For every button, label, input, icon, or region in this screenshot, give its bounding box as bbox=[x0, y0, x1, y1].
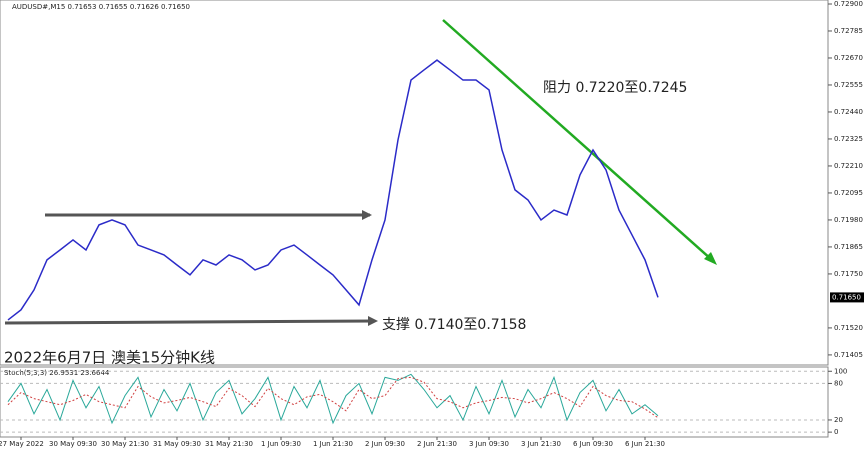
trend-line bbox=[442, 19, 713, 261]
header: AUDUSD#,M15 0.71653 0.71655 0.71626 0.71… bbox=[12, 3, 190, 11]
y-tick-label: 0.71980 bbox=[834, 216, 863, 224]
x-tick-label: 6 Jun 09:30 bbox=[573, 440, 613, 448]
y-tick-label: 0 bbox=[834, 428, 838, 436]
y-tick-label: 20 bbox=[834, 416, 843, 424]
arrow-head bbox=[362, 210, 372, 220]
arrow-head bbox=[368, 316, 378, 326]
arrow-head bbox=[704, 252, 717, 265]
x-tick-label: 31 May 21:30 bbox=[205, 440, 253, 448]
x-tick-label: 30 May 21:30 bbox=[101, 440, 149, 448]
chart-title: 2022年6月7日 澳美15分钟K线 bbox=[4, 349, 215, 367]
x-tick-label: 2 Jun 21:30 bbox=[417, 440, 457, 448]
x-tick-label: 3 Jun 21:30 bbox=[521, 440, 561, 448]
x-tick-label: 30 May 09:30 bbox=[49, 440, 97, 448]
x-tick-label: 1 Jun 09:30 bbox=[261, 440, 301, 448]
y-tick-label: 0.72900 bbox=[834, 0, 863, 8]
x-tick-label: 1 Jun 21:30 bbox=[313, 440, 353, 448]
y-tick-label: 100 bbox=[834, 367, 847, 375]
y-tick-label: 0.71520 bbox=[834, 324, 863, 332]
last-price-box bbox=[830, 292, 864, 303]
y-tick-label: 80 bbox=[834, 379, 843, 387]
y-tick-label: 0.71405 bbox=[834, 351, 863, 359]
y-tick-label: 0.72325 bbox=[834, 135, 863, 143]
price-line bbox=[7, 373, 659, 425]
y-tick-label: 0.72095 bbox=[834, 189, 863, 197]
x-tick-label: 2 Jun 09:30 bbox=[365, 440, 405, 448]
x-tick-label: 6 Jun 21:30 bbox=[625, 440, 665, 448]
y-tick-label: 0.72785 bbox=[834, 27, 863, 35]
price-line bbox=[7, 59, 659, 321]
price-line bbox=[7, 376, 659, 419]
stoch-title: Stoch(5,3,3) 26.9531 23.6644 bbox=[4, 369, 110, 377]
annotation: 支撑 0.7140至0.7158 bbox=[382, 317, 526, 333]
x-tick-label: 3 Jun 09:30 bbox=[469, 440, 509, 448]
main-pane bbox=[0, 0, 829, 366]
last-price-label: 0.71650 bbox=[832, 293, 861, 301]
y-tick-label: 0.72210 bbox=[834, 162, 863, 170]
y-tick-label: 0.71750 bbox=[834, 270, 863, 278]
y-tick-label: 0.72440 bbox=[834, 108, 863, 116]
y-tick-label: 0.72670 bbox=[834, 54, 863, 62]
support-arrow bbox=[4, 319, 376, 325]
x-tick-label: 27 May 2022 bbox=[0, 440, 44, 448]
y-tick-label: 0.71865 bbox=[834, 243, 863, 251]
x-tick-label: 31 May 09:30 bbox=[153, 440, 201, 448]
annotation: 阻力 0.7220至0.7245 bbox=[543, 80, 687, 96]
y-tick-label: 0.72555 bbox=[834, 81, 863, 89]
